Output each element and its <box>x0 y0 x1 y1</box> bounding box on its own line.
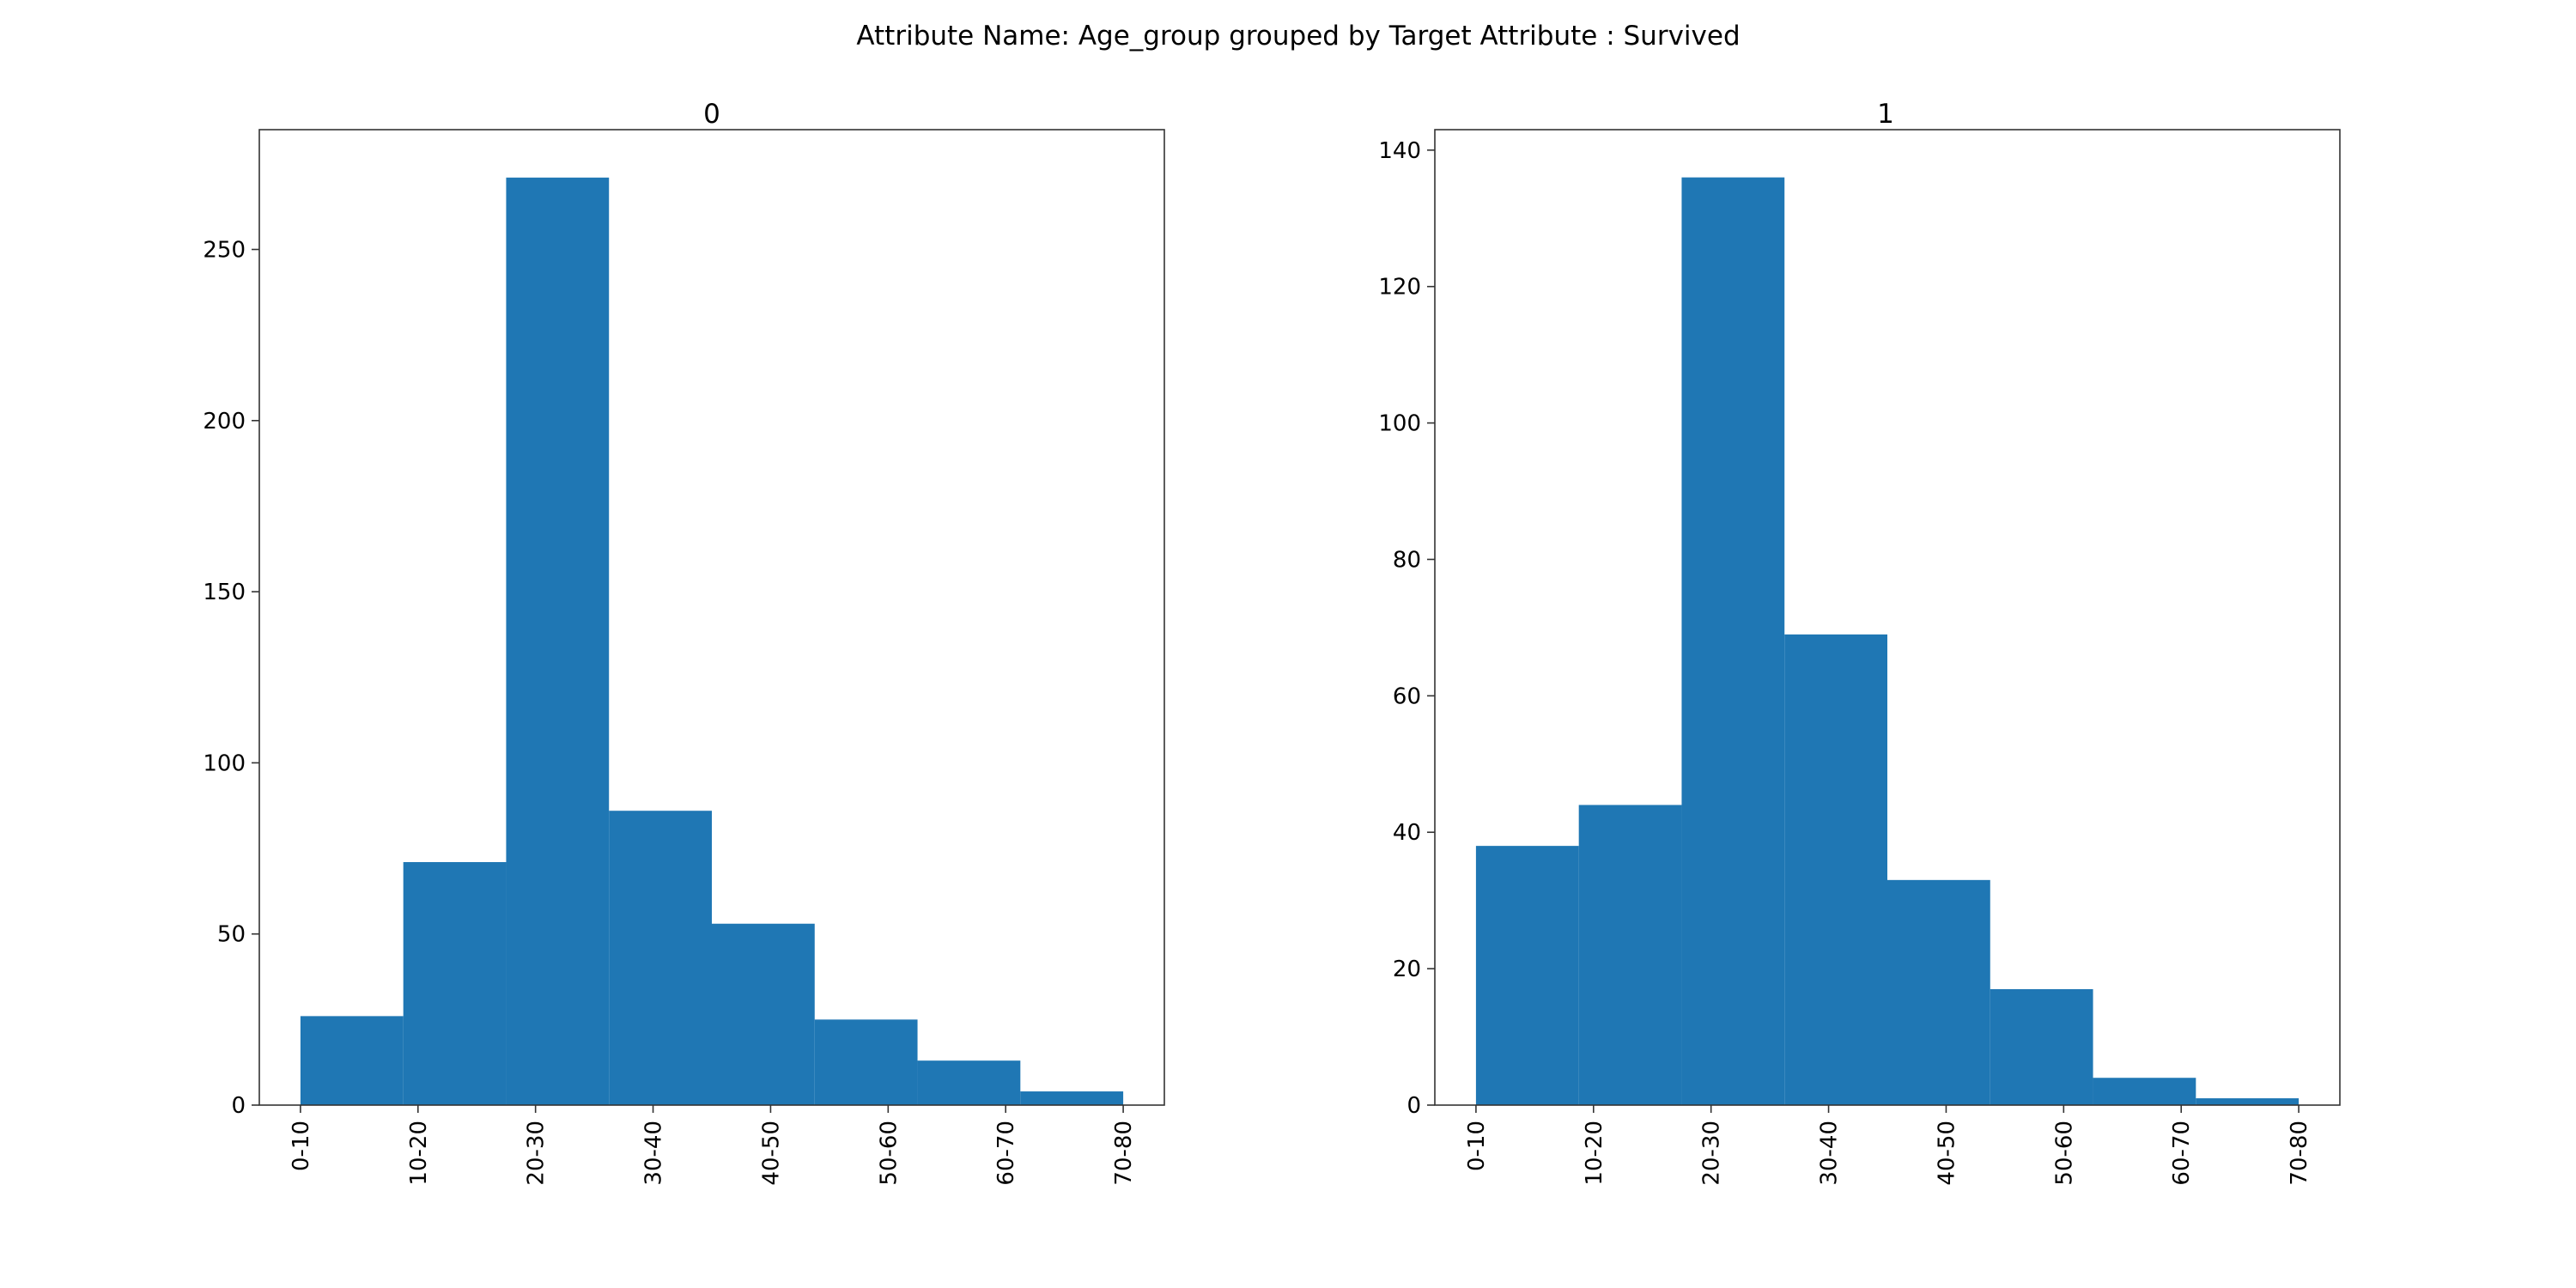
figure-title: Attribute Name: Age_group grouped by Tar… <box>856 21 1740 52</box>
chart-title: 0 <box>703 99 720 130</box>
x-tick-label: 0-10 <box>289 1121 314 1171</box>
bar <box>1020 1091 1124 1105</box>
x-tick-label: 50-60 <box>2051 1121 2077 1186</box>
x-tick-label: 40-50 <box>1934 1121 1959 1186</box>
bar <box>1578 805 1682 1105</box>
y-tick-label: 150 <box>203 580 246 605</box>
y-tick-label: 120 <box>1378 275 1421 301</box>
bar <box>2093 1078 2196 1105</box>
bar <box>1681 177 1785 1105</box>
chart-panel-1: 1 0 20 40 60 80 100 120 140 0-10 10-20 20-30 30-40 4… <box>1378 99 2341 1186</box>
y-tick-label: 20 <box>1393 957 1421 982</box>
x-tick-label: 0-10 <box>1464 1121 1490 1171</box>
bar <box>1784 634 1887 1105</box>
bar <box>1887 879 1990 1105</box>
bar <box>917 1060 1021 1105</box>
x-tick-label: 10-20 <box>406 1121 432 1186</box>
axes-frame <box>1434 129 2341 1106</box>
bar <box>1475 846 1579 1105</box>
x-tick-label: 70-80 <box>2287 1121 2312 1186</box>
y-tick-label: 40 <box>1393 820 1421 846</box>
y-tick-label: 80 <box>1393 547 1421 573</box>
bar <box>403 861 507 1105</box>
y-tick-label: 50 <box>217 922 246 948</box>
y-tick-label: 140 <box>1378 138 1421 164</box>
chart-title: 1 <box>1877 99 1894 130</box>
x-tick-label: 10-20 <box>1582 1121 1607 1186</box>
y-tick-label: 60 <box>1393 683 1421 709</box>
y-tick-label: 100 <box>1378 411 1421 437</box>
x-tick-label: 40-50 <box>758 1121 784 1186</box>
axes-frame <box>258 129 1165 1106</box>
bar <box>506 177 610 1106</box>
x-tick-label: 20-30 <box>1699 1121 1725 1186</box>
x-tick-label: 60-70 <box>2169 1121 2195 1186</box>
y-tick-label: 0 <box>1406 1093 1421 1119</box>
x-tick-label: 30-40 <box>641 1121 667 1186</box>
y-tick-label: 250 <box>203 238 246 264</box>
x-tick-label: 30-40 <box>1817 1121 1843 1186</box>
bar <box>814 1019 918 1105</box>
x-tick-label: 50-60 <box>876 1121 902 1186</box>
bar <box>2196 1098 2300 1105</box>
bar <box>609 811 712 1105</box>
y-tick-label: 0 <box>231 1093 246 1119</box>
y-tick-label: 200 <box>203 409 246 434</box>
chart-panel-0: 0 0 50 100 150 200 250 0-10 10-20 20-30 30-40 40-5… <box>203 99 1165 1186</box>
bar <box>1990 988 2093 1105</box>
bar <box>300 1016 404 1105</box>
x-tick-label: 70-80 <box>1111 1121 1137 1186</box>
x-tick-label: 20-30 <box>524 1121 550 1186</box>
x-tick-label: 60-70 <box>993 1121 1019 1186</box>
bar <box>712 923 815 1105</box>
y-tick-label: 100 <box>203 750 246 776</box>
